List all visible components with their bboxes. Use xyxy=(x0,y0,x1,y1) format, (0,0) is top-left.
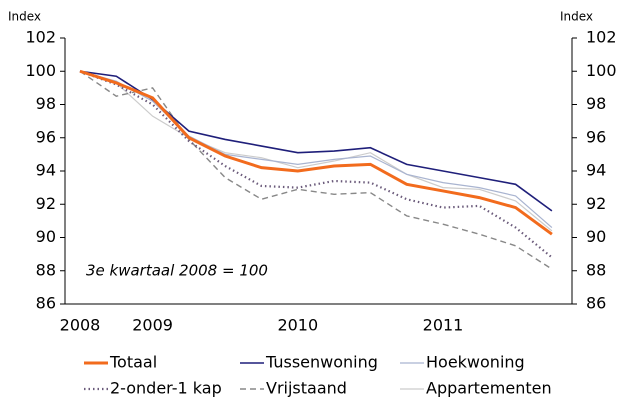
y2-tick-label: 94 xyxy=(586,161,606,180)
y-tick-label: 94 xyxy=(36,161,56,180)
y2-tick-label: 96 xyxy=(586,127,606,146)
y2-axis-label: Index xyxy=(560,10,593,24)
y-tick-label: 98 xyxy=(36,94,56,113)
y-tick-label: 90 xyxy=(36,227,56,246)
y-tick-label: 96 xyxy=(36,127,56,146)
y-tick-label: 88 xyxy=(36,260,56,279)
x-tick-label: 2009 xyxy=(132,316,173,335)
y-tick-label: 86 xyxy=(36,294,56,313)
y-tick-label: 102 xyxy=(25,28,56,47)
y2-tick-label: 100 xyxy=(586,61,617,80)
legend-label: Tussenwoning xyxy=(265,353,378,372)
legend-label: 2-onder-1 kap xyxy=(110,379,222,398)
series-line xyxy=(79,70,553,232)
series-line xyxy=(79,70,553,270)
y2-tick-label: 92 xyxy=(586,194,606,213)
y2-tick-label: 88 xyxy=(586,260,606,279)
legend-label: Hoekwoning xyxy=(426,353,525,372)
y-tick-label: 92 xyxy=(36,194,56,213)
y2-tick-label: 90 xyxy=(586,227,606,246)
y2-tick-label: 98 xyxy=(586,94,606,113)
series-line xyxy=(79,70,553,228)
x-tick-label: 2011 xyxy=(423,316,464,335)
y-tick-label: 100 xyxy=(25,61,56,80)
series-line xyxy=(79,69,553,236)
legend-label: Vrijstaand xyxy=(266,379,347,398)
y2-tick-label: 86 xyxy=(586,294,606,313)
legend-label: Appartementen xyxy=(426,379,552,398)
x-tick-label: 2010 xyxy=(277,316,318,335)
y2-tick-label: 102 xyxy=(586,28,617,47)
y-axis-label: Index xyxy=(8,10,41,24)
annotation: 3e kwartaal 2008 = 100 xyxy=(86,262,268,280)
x-tick-label: 2008 xyxy=(60,316,101,335)
legend-label: Totaal xyxy=(109,353,157,372)
